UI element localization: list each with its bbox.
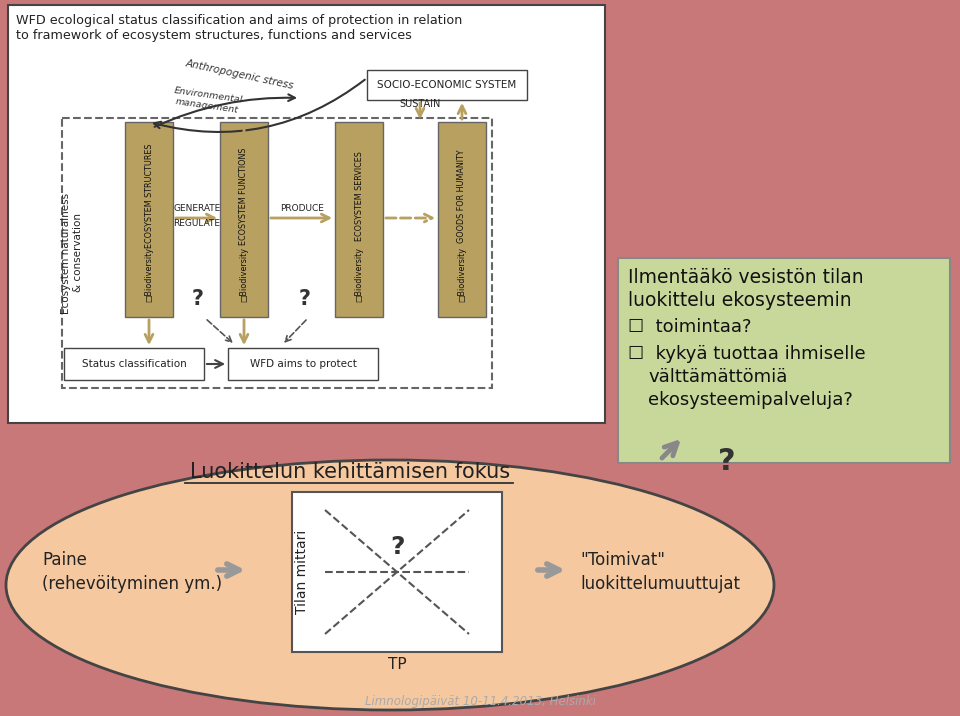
Text: PRODUCE: PRODUCE (280, 204, 324, 213)
Text: TP: TP (388, 657, 406, 672)
Bar (335, 122, 383, 317)
Text: SUSTAIN: SUSTAIN (399, 99, 441, 109)
Text: SOCIO-ECONOMIC SYSTEM: SOCIO-ECONOMIC SYSTEM (377, 80, 516, 90)
Bar (228, 348, 378, 380)
Text: ECOSYSTEM SERVICES: ECOSYSTEM SERVICES (354, 151, 364, 241)
Text: □Biodiversity: □Biodiversity (145, 246, 154, 301)
Text: GENERATE: GENERATE (174, 204, 221, 213)
Text: ECOSYSTEM STRUCTURES: ECOSYSTEM STRUCTURES (145, 144, 154, 248)
Bar (125, 122, 173, 317)
Text: □Biodiversity: □Biodiversity (354, 246, 364, 301)
Text: ?: ? (390, 535, 404, 559)
Text: GOODS FOR HUMANITY: GOODS FOR HUMANITY (458, 150, 467, 243)
Text: Ecosystem naturalness
& conservation: Ecosystem naturalness & conservation (61, 193, 83, 314)
Text: □Biodiversity: □Biodiversity (458, 246, 467, 301)
Text: Luokittelun kehittämisen fokus: Luokittelun kehittämisen fokus (190, 462, 510, 482)
Text: ?: ? (192, 289, 204, 309)
Bar (62, 118, 492, 388)
Text: WFD ecological status classification and aims of protection in relation
to frame: WFD ecological status classification and… (16, 14, 463, 42)
Text: Tilan mittari: Tilan mittari (295, 530, 309, 614)
Text: ☐  kykyä tuottaa ihmiselle: ☐ kykyä tuottaa ihmiselle (628, 345, 866, 363)
Text: ?: ? (299, 289, 311, 309)
Text: Anthropogenic stress: Anthropogenic stress (185, 58, 295, 91)
Bar (367, 70, 527, 100)
Text: ekosysteemipalveluja?: ekosysteemipalveluja? (648, 391, 852, 409)
Bar (292, 492, 502, 652)
Text: ☐  toimintaa?: ☐ toimintaa? (628, 318, 752, 336)
Bar (438, 122, 486, 317)
Bar (8, 5, 605, 423)
Text: Limnologipäivät 10-11.4.2013, Helsinki: Limnologipäivät 10-11.4.2013, Helsinki (365, 695, 595, 708)
Text: Environmental
management: Environmental management (172, 86, 244, 115)
Text: REGULATE: REGULATE (174, 219, 221, 228)
Text: Ilmentääkö vesistön tilan
luokittelu ekosysteemin: Ilmentääkö vesistön tilan luokittelu eko… (628, 268, 864, 311)
Text: Paine
(rehevöityminen ym.): Paine (rehevöityminen ym.) (42, 551, 222, 593)
Text: ?: ? (718, 448, 735, 477)
Text: välttämättömiä: välttämättömiä (648, 368, 787, 386)
Text: Status classification: Status classification (82, 359, 186, 369)
Ellipse shape (6, 460, 774, 710)
Text: "Toimivat"
luokittelumuuttujat: "Toimivat" luokittelumuuttujat (580, 551, 740, 593)
Text: □Biodiversity: □Biodiversity (239, 246, 249, 301)
Text: ECOSYSTEM FUNCTIONS: ECOSYSTEM FUNCTIONS (239, 147, 249, 245)
Text: WFD aims to protect: WFD aims to protect (250, 359, 356, 369)
Bar (64, 348, 204, 380)
Bar (220, 122, 268, 317)
Bar (618, 258, 950, 463)
